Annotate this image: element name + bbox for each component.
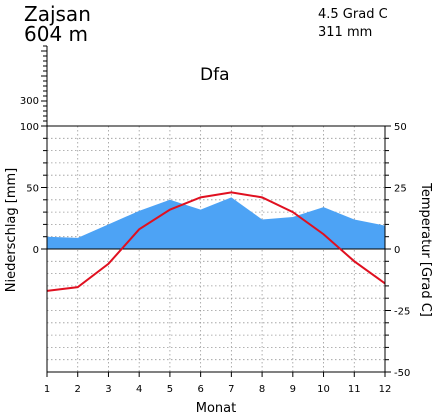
x-tick-label: 8 [259, 384, 265, 395]
x-tick-label: 7 [228, 384, 234, 395]
station-elevation: 604 m [24, 22, 88, 46]
x-tick-label: 2 [75, 384, 81, 395]
x-tick-label: 5 [167, 384, 173, 395]
upper-scale-label: 300 [20, 96, 39, 107]
x-tick-label: 4 [136, 384, 142, 395]
x-tick-label: 11 [348, 384, 361, 395]
x-tick-label: 12 [379, 384, 392, 395]
right-tick-label: -50 [394, 368, 410, 379]
left-axis-title: Niederschlag [mm] [4, 168, 19, 293]
x-tick-label: 10 [317, 384, 330, 395]
precipitation-area [47, 197, 385, 249]
right-axis-title: Temperatur [Grad C] [418, 182, 433, 317]
left-tick-label: 0 [33, 245, 39, 256]
annual-temperature: 4.5 Grad C [318, 7, 388, 22]
temperature-line [46, 191, 386, 292]
right-tick-label: -25 [394, 307, 410, 318]
x-tick-label: 9 [290, 384, 296, 395]
right-tick-label: 50 [394, 122, 407, 133]
climate-classification: Dfa [200, 65, 230, 85]
x-tick-label: 3 [105, 384, 111, 395]
right-tick-label: 0 [394, 245, 400, 256]
x-tick-label: 6 [197, 384, 203, 395]
left-tick-label: 50 [26, 184, 39, 195]
annual-precipitation: 311 mm [318, 25, 372, 40]
left-tick-label: 100 [20, 122, 39, 133]
right-tick-label: 25 [394, 184, 407, 195]
upper-precip-scale: 300 [20, 45, 48, 127]
x-tick-label: 1 [44, 384, 50, 395]
precipitation-series [46, 197, 386, 250]
station-name: Zajsan [24, 2, 91, 26]
x-axis-title: Monat [196, 401, 236, 416]
